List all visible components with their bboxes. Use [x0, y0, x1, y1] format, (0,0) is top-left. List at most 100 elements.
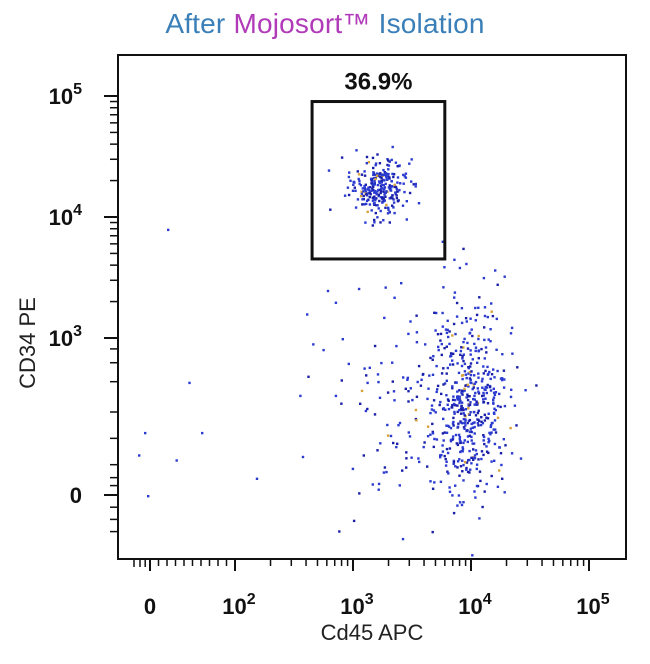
- event-dot: [458, 438, 461, 441]
- event-dot: [371, 199, 375, 202]
- event-dot: [301, 455, 305, 459]
- event-dot: [378, 162, 382, 165]
- event-dot: [477, 306, 480, 309]
- event-dot: [410, 180, 413, 183]
- event-dot: [395, 197, 399, 200]
- event-dot: [481, 422, 485, 425]
- event-dot: [452, 395, 455, 398]
- event-dot: [477, 458, 480, 461]
- plot-frame: [117, 54, 627, 560]
- event-dot: [475, 484, 479, 488]
- event-dot: [371, 187, 374, 190]
- event-dot: [448, 447, 452, 450]
- event-dot: [377, 482, 381, 486]
- gate: 36.9%: [310, 69, 447, 261]
- event-dot: [384, 173, 387, 176]
- event-dot: [495, 348, 498, 351]
- event-dot: [494, 391, 498, 394]
- event-dot: [367, 188, 371, 192]
- event-dot: [371, 224, 374, 227]
- event-dot: [462, 418, 465, 421]
- event-dot: [188, 381, 191, 385]
- event-dot: [464, 419, 467, 422]
- event-dot: [405, 451, 408, 454]
- event-dot: [307, 375, 310, 378]
- event-dot: [420, 378, 423, 381]
- event-dot: [459, 450, 462, 454]
- event-dot: [476, 361, 479, 364]
- event-dot: [355, 149, 358, 152]
- event-dot: [380, 176, 383, 180]
- event-dot: [469, 353, 472, 356]
- event-dot: [387, 164, 391, 167]
- event-dot: [445, 345, 448, 348]
- event-dot: [469, 378, 472, 381]
- event-dot: [374, 191, 378, 195]
- event-dot: [374, 162, 378, 165]
- event-dot: [493, 393, 497, 396]
- event-dot: [372, 188, 375, 192]
- event-dot: [382, 197, 385, 200]
- event-dot: [375, 174, 379, 177]
- event-dot: [410, 456, 413, 459]
- event-dot: [429, 433, 432, 436]
- event-dot: [329, 208, 332, 211]
- event-dot: [351, 189, 355, 192]
- event-dot: [455, 301, 459, 305]
- event-dot: [360, 190, 363, 193]
- event-dot: [468, 403, 472, 407]
- event-dot: [482, 453, 485, 457]
- event-dot: [370, 189, 373, 193]
- event-dot: [431, 530, 434, 534]
- event-dot: [401, 537, 405, 541]
- event-dot: [489, 389, 493, 392]
- event-dot: [471, 387, 474, 391]
- event-dot: [368, 191, 372, 194]
- event-dot: [461, 422, 464, 425]
- event-dot: [445, 424, 448, 427]
- event-dot: [503, 275, 506, 278]
- event-dot: [500, 463, 503, 467]
- event-dot: [475, 463, 479, 466]
- event-dot: [409, 320, 412, 323]
- event-dot: [387, 186, 391, 189]
- event-dot: [484, 369, 487, 373]
- event-dot: [459, 412, 463, 415]
- event-dot: [440, 342, 443, 346]
- event-dot: [443, 454, 446, 458]
- event-dot: [357, 287, 361, 291]
- event-dot: [445, 394, 448, 397]
- event-dot: [352, 180, 355, 184]
- event-dot: [468, 413, 471, 416]
- event-dot: [470, 370, 473, 373]
- event-dot: [363, 203, 366, 206]
- event-dot: [490, 460, 493, 463]
- event-dot: [445, 431, 449, 434]
- x-tick-label: 0: [144, 594, 156, 619]
- event-dot: [368, 203, 372, 206]
- event-dot: [392, 441, 395, 445]
- event-dot: [504, 444, 507, 447]
- event-dot: [502, 386, 506, 389]
- event-dot: [465, 468, 468, 471]
- event-dot: [368, 366, 371, 369]
- event-dot: [481, 394, 484, 398]
- gate-rectangle[interactable]: [310, 100, 447, 261]
- event-dot: [369, 186, 372, 189]
- event-dot: [378, 199, 381, 203]
- event-dot: [429, 480, 432, 483]
- event-dot: [396, 165, 399, 168]
- event-dot: [444, 464, 448, 467]
- event-dot: [431, 430, 434, 434]
- event-dot: [393, 399, 396, 402]
- event-dot: [138, 454, 141, 457]
- event-dot: [433, 437, 436, 441]
- event-dot: [439, 454, 442, 457]
- event-dot: [349, 179, 352, 182]
- event-dot: [434, 329, 437, 332]
- event-dot: [453, 296, 456, 299]
- event-dot: [451, 494, 454, 497]
- event-dot: [381, 201, 384, 204]
- event-dot: [463, 461, 467, 464]
- event-dot: [354, 206, 358, 209]
